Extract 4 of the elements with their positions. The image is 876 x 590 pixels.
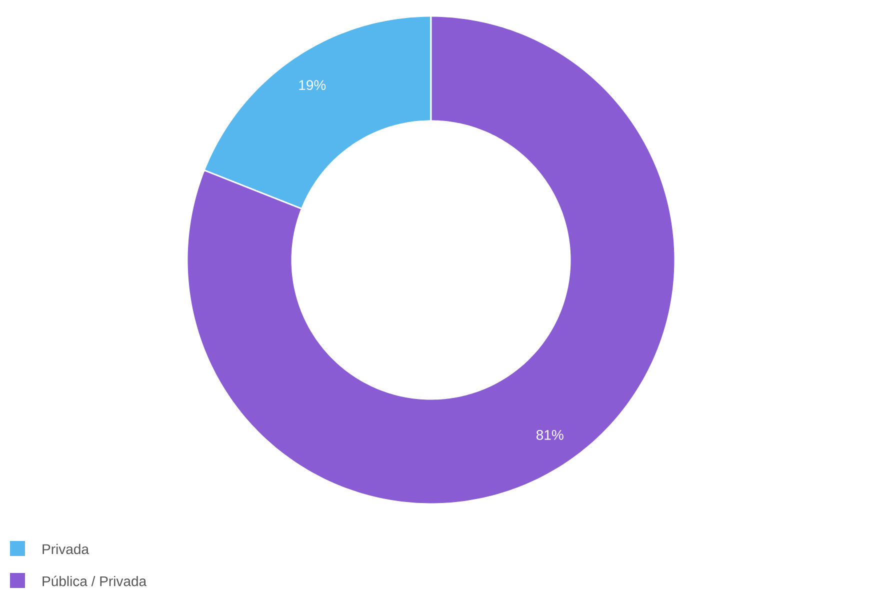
data-label: 81%: [536, 430, 564, 440]
legend-label: Pública / Privada: [42, 576, 147, 586]
legend-label: Privada: [42, 544, 90, 554]
data-label: 19%: [299, 80, 326, 90]
